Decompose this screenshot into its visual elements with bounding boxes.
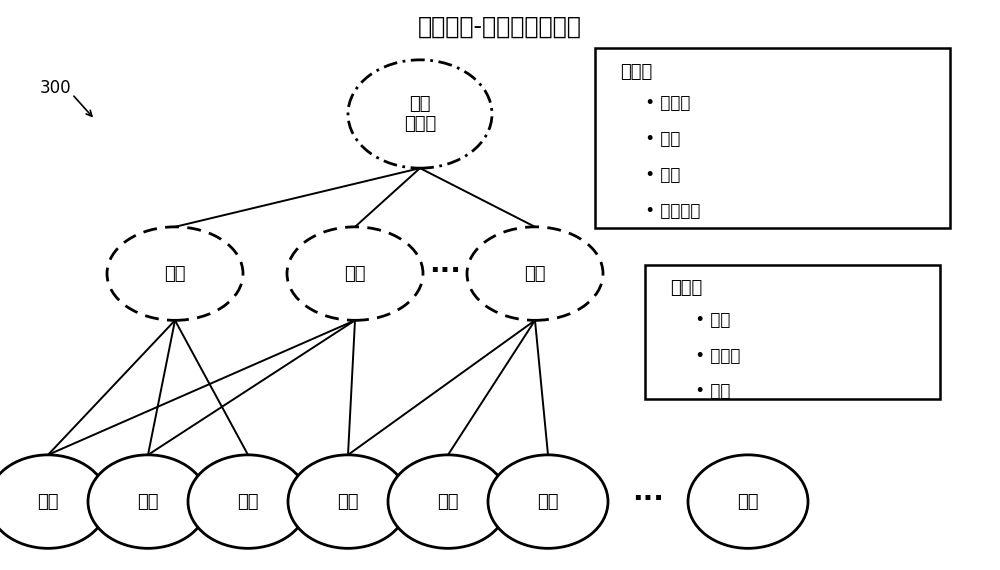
Text: • 医生: • 医生 [690, 311, 730, 329]
Text: • 诊所: • 诊所 [640, 130, 680, 148]
Text: 医生: 医生 [344, 264, 366, 283]
Ellipse shape [0, 455, 108, 548]
Text: 300: 300 [40, 79, 72, 97]
Text: 患者: 患者 [337, 492, 359, 511]
Text: • 办公室: • 办公室 [640, 94, 690, 112]
Ellipse shape [688, 455, 808, 548]
Text: 患者: 患者 [737, 492, 759, 511]
Text: ···: ··· [429, 256, 461, 285]
Ellipse shape [488, 455, 608, 548]
Text: • 组织实体: • 组织实体 [640, 202, 700, 220]
Text: 患者: 患者 [37, 492, 59, 511]
Text: 患者: 患者 [237, 492, 259, 511]
Text: 例如：: 例如： [620, 63, 652, 81]
Ellipse shape [388, 455, 508, 548]
Text: 医生: 医生 [164, 264, 186, 283]
Ellipse shape [348, 60, 492, 168]
Text: 患者: 患者 [137, 492, 159, 511]
Text: • 医院: • 医院 [640, 166, 680, 184]
FancyBboxPatch shape [595, 48, 950, 228]
Ellipse shape [288, 455, 408, 548]
Ellipse shape [107, 227, 243, 320]
Text: 实体管理-多水平分层结构: 实体管理-多水平分层结构 [418, 14, 582, 38]
Text: ···: ··· [632, 484, 664, 513]
Text: 患者: 患者 [437, 492, 459, 511]
Text: • 等等: • 等等 [690, 382, 730, 401]
Ellipse shape [287, 227, 423, 320]
Text: • 管理员: • 管理员 [690, 347, 740, 365]
Text: 服务
供应者: 服务 供应者 [404, 95, 436, 133]
Text: 患者: 患者 [537, 492, 559, 511]
Text: 医生: 医生 [524, 264, 546, 283]
Text: 例如：: 例如： [670, 279, 702, 298]
Ellipse shape [467, 227, 603, 320]
Ellipse shape [88, 455, 208, 548]
Ellipse shape [188, 455, 308, 548]
FancyBboxPatch shape [645, 265, 940, 399]
